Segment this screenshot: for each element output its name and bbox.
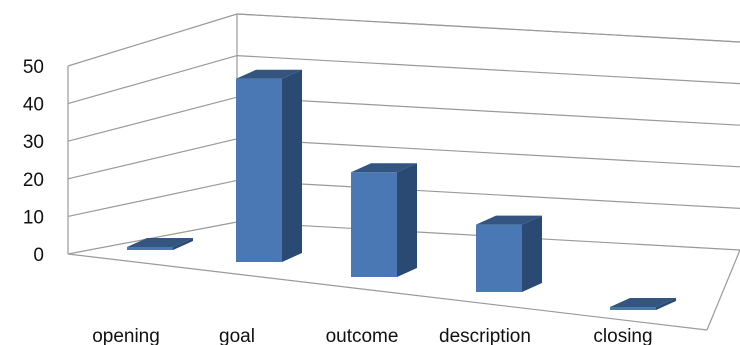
bar-top-face [351, 163, 417, 173]
bar-front-face [236, 78, 282, 263]
bar-side-face [173, 238, 193, 250]
y-tick-label: 10 [23, 207, 44, 228]
y-tick-label: 20 [23, 170, 44, 191]
gridline-back-10 [236, 179, 740, 209]
y-tick-label: 40 [23, 95, 44, 116]
bar-front-face [476, 224, 522, 292]
category-label: outcome [326, 326, 399, 345]
bar-top-face [476, 215, 542, 225]
y-tick-label: 0 [33, 245, 44, 266]
bar-front-face [127, 247, 173, 250]
floor-right-edge [706, 249, 740, 331]
bar-front-face [610, 307, 656, 310]
gridlines [67, 13, 740, 255]
bar-top-face [127, 238, 193, 247]
bar-outcome [351, 163, 417, 277]
bar-top-face [610, 298, 676, 307]
bar-side-face [282, 69, 302, 263]
bar-front-face [351, 172, 397, 277]
category-label: opening [92, 326, 160, 345]
bar-side-face [522, 215, 542, 292]
gridline-back-40 [236, 55, 740, 85]
x-axis-category-labels: opening goal outcome description closing [92, 326, 652, 345]
category-label: goal [219, 326, 255, 345]
bar-closing [610, 298, 676, 310]
bar-goal [236, 69, 302, 263]
y-tick-label: 50 [23, 57, 44, 78]
bar-description [476, 215, 542, 292]
bar-top-face [236, 69, 302, 79]
gridline-left-30 [67, 96, 238, 142]
gridline-left-40 [67, 55, 238, 105]
gridline-back-50 [236, 13, 740, 43]
bar-side-face [397, 163, 417, 277]
bar-side-face [656, 298, 676, 310]
gridline-back-30 [236, 96, 740, 126]
bar-opening [127, 238, 193, 250]
y-tick-label: 30 [23, 132, 44, 153]
y-axis-tick-labels: 0 10 20 30 40 50 [23, 57, 44, 266]
floor-front-edge [67, 253, 708, 331]
gridline-back-20 [236, 138, 740, 168]
gridline-left-50 [67, 13, 238, 67]
gridline-left-10 [67, 179, 238, 217]
category-label: description [439, 326, 531, 345]
category-label: closing [593, 326, 652, 345]
bars [127, 69, 676, 310]
gridline-left-20 [67, 138, 238, 180]
